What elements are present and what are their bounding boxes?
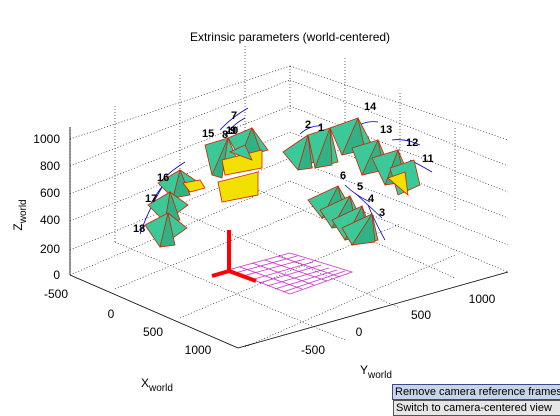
- camera-label-11: 11: [422, 153, 434, 165]
- svg-text:0: 0: [108, 307, 115, 321]
- camera-label-6: 6: [340, 170, 346, 182]
- camera-label-17: 17: [145, 193, 157, 205]
- camera-label-5: 5: [357, 181, 363, 193]
- svg-text:600: 600: [40, 186, 60, 200]
- camera-label-18: 18: [133, 223, 145, 235]
- camera-label-8: 8: [222, 129, 228, 141]
- camera-label-12: 12: [406, 137, 418, 149]
- svg-text:1000: 1000: [469, 292, 496, 306]
- camera-labels: 1 2 3 4 5 6 7 8 9 10 11 12 13 14 15 16 1…: [133, 101, 434, 235]
- camera-label-3: 3: [379, 207, 385, 219]
- svg-text:0: 0: [53, 268, 60, 282]
- camera-label-10: 10: [226, 125, 238, 137]
- camera-label-4: 4: [368, 193, 375, 205]
- camera-label-7: 7: [231, 110, 237, 122]
- svg-text:0: 0: [356, 325, 363, 339]
- y-axis-label: Yworld: [360, 363, 392, 381]
- x-axis-label: Xworld: [141, 376, 173, 394]
- z-axis-label: Zworld: [11, 199, 29, 230]
- camera-label-2: 2: [305, 119, 311, 131]
- svg-text:400: 400: [40, 213, 60, 227]
- svg-text:1000: 1000: [33, 132, 60, 146]
- z-axis-ticks: 0 200 400 600 800 1000: [33, 132, 60, 282]
- switch-camera-view-button[interactable]: Switch to camera-centered view: [393, 400, 560, 416]
- x-axis-ticks: -500 0 500 1000: [44, 287, 212, 357]
- camera-label-9: 9: [230, 125, 236, 137]
- svg-text:1000: 1000: [185, 343, 212, 357]
- camera-label-16: 16: [157, 172, 169, 184]
- camera-8: [217, 171, 259, 203]
- svg-text:-500: -500: [44, 287, 68, 301]
- box-edges: [69, 127, 509, 349]
- camera-label-14: 14: [364, 101, 377, 113]
- svg-text:200: 200: [40, 242, 60, 256]
- y-axis-ticks: -500 0 500 1000: [301, 292, 496, 357]
- svg-text:500: 500: [143, 325, 163, 339]
- svg-text:Zworld: Zworld: [11, 199, 29, 230]
- camera-pyramids: [144, 116, 421, 248]
- calibration-grid: [226, 252, 354, 295]
- box-gridlines: [69, 44, 509, 348]
- camera-label-1: 1: [318, 122, 324, 134]
- camera-label-13: 13: [380, 124, 392, 136]
- remove-camera-frames-button[interactable]: Remove camera reference frames: [392, 384, 560, 400]
- svg-text:-500: -500: [301, 343, 325, 357]
- svg-text:500: 500: [411, 308, 431, 322]
- camera-label-15: 15: [202, 128, 214, 140]
- plot-title: Extrinsic parameters (world-centered): [190, 30, 390, 44]
- svg-text:800: 800: [40, 159, 60, 173]
- world-reference-frame: [211, 230, 257, 283]
